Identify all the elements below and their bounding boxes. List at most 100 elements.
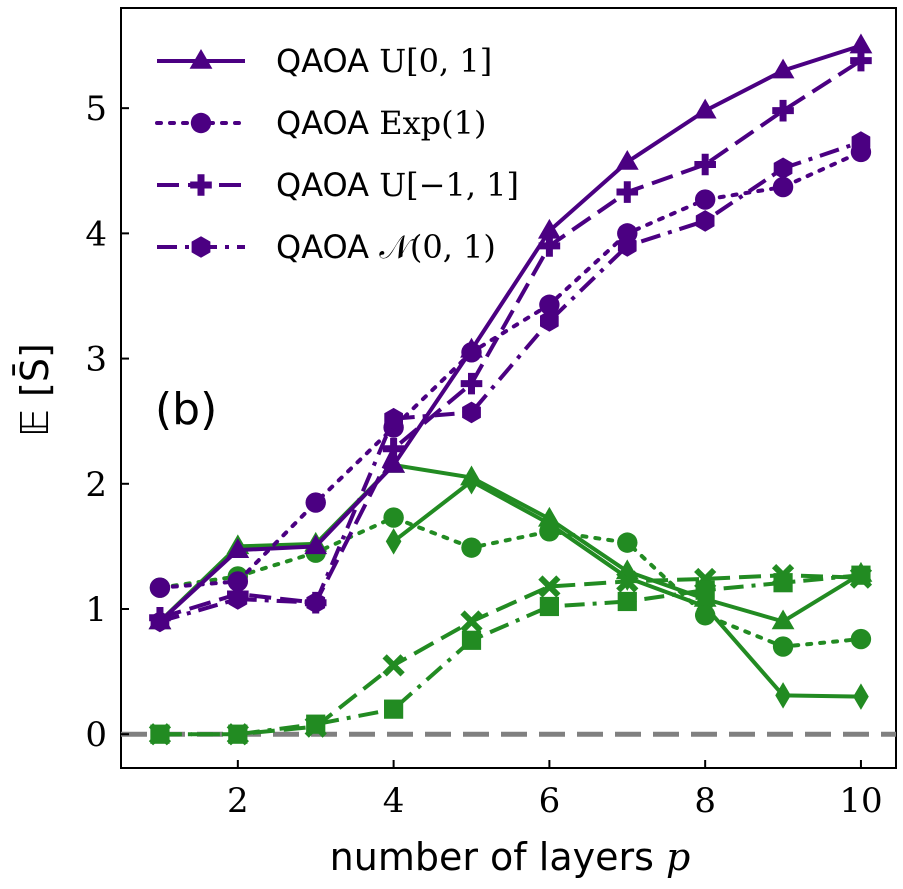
series-6-point-9 (850, 628, 872, 650)
legend-label-prefix-2: QAOA (276, 166, 369, 204)
plot-frame (120, 7, 897, 769)
series-7-point-6 (616, 570, 639, 593)
series-2-point-7 (694, 153, 716, 176)
legend-label-1: QAOA Exp(1) (276, 104, 486, 142)
series-1-point-1 (227, 571, 249, 592)
x-tick-label-10: 10 (839, 781, 882, 821)
series-1-point-0 (149, 577, 171, 598)
series-6-line (157, 515, 863, 649)
series-1-line (157, 150, 863, 590)
legend-marker-2 (190, 174, 212, 196)
series-6-point-6 (617, 532, 638, 553)
x-tick-label-2: 2 (227, 781, 249, 821)
series-2-point-8 (772, 99, 794, 122)
legend-label-math-3: 𝒩(0, 1) (379, 228, 496, 266)
series-0-point-5 (537, 218, 561, 239)
series-6-point-7 (694, 605, 716, 626)
series-3-line (159, 140, 862, 624)
series-2-point-6 (616, 181, 639, 203)
series-2-point-9 (850, 49, 872, 72)
x-tick-label-4: 4 (383, 781, 405, 821)
legend-marker-3 (191, 236, 211, 258)
legend-marker-0 (189, 49, 213, 69)
series-8-point-7 (695, 580, 715, 600)
x-tick-label-6: 6 (539, 781, 561, 821)
series-3-point-1 (228, 588, 248, 610)
series-0-point-7 (693, 98, 717, 119)
series-3-point-7 (695, 210, 715, 232)
legend-label-math-1: Exp(1) (379, 104, 486, 142)
tick-layer: 2 4 6 8 10 0 1 2 3 4 5 (85, 89, 882, 821)
series-3-point-6 (617, 235, 637, 257)
series-2-point-3 (382, 437, 405, 460)
series-8-point-4 (461, 630, 482, 650)
panel-label: (b) (155, 384, 217, 435)
series-3-point-4 (462, 401, 481, 424)
series-0-line (158, 43, 862, 623)
series-6 (149, 507, 872, 657)
x-axis-label-text: number of layers (330, 835, 654, 879)
x-tick-label-8: 8 (694, 781, 716, 821)
series-8-point-3 (384, 699, 404, 719)
legend-label-math-2: U[−1, 1] (379, 166, 519, 204)
series-4-point-8 (771, 609, 795, 630)
series-8-point-0 (150, 724, 170, 744)
series-3-point-5 (540, 310, 559, 332)
series-3-point-8 (773, 157, 793, 180)
series-3-point-9 (851, 131, 871, 153)
x-axis-label-symbol: p (666, 835, 690, 879)
series-1-point-7 (694, 189, 716, 210)
series-8-point-2 (306, 714, 326, 734)
y-tick-label-2: 2 (85, 465, 107, 505)
x-axis-label: number of layers p (330, 835, 691, 879)
series-2-line (159, 58, 862, 620)
series-6-point-5 (539, 521, 560, 542)
legend-label-prefix-3: QAOA (276, 228, 369, 266)
series-6-point-8 (772, 636, 794, 657)
series-0-point-1 (226, 538, 250, 558)
series-8-point-9 (851, 565, 871, 585)
series-7-point-5 (538, 575, 561, 598)
series-3-point-3 (384, 407, 403, 430)
series-5 (385, 468, 869, 710)
series-4-line (158, 462, 862, 624)
series-8-point-8 (773, 573, 793, 593)
series-7-point-3 (382, 654, 405, 677)
legend-marker-1 (190, 112, 212, 134)
series-8-point-6 (617, 591, 637, 612)
series-0-point-6 (615, 150, 639, 170)
series-3 (150, 131, 871, 633)
series-6-point-4 (461, 537, 482, 558)
series-2-point-4 (460, 372, 483, 395)
series-1-point-4 (461, 342, 482, 363)
series-1-point-5 (539, 294, 560, 315)
series-2-point-5 (538, 235, 561, 257)
series-1-point-8 (772, 176, 794, 198)
series-3-point-0 (150, 610, 170, 633)
series-0-point-3 (382, 453, 406, 473)
legend-label-0: QAOA U[0, 1] (276, 42, 492, 80)
y-axis-label: 𝔼 [S̄] (13, 343, 57, 437)
y-tick-label-5: 5 (85, 89, 107, 129)
legend-label-prefix-1: QAOA (276, 104, 369, 142)
series-5-point-6 (853, 683, 869, 710)
series-1-point-2 (305, 492, 326, 513)
series-0-point-9 (849, 33, 873, 54)
y-tick-label-3: 3 (85, 340, 107, 380)
series-7-point-4 (460, 610, 483, 633)
series-7 (148, 564, 873, 746)
y-tick-label-0: 0 (85, 715, 107, 755)
series-0-point-2 (304, 534, 328, 555)
series-5-point-0 (385, 528, 402, 555)
series-3-point-2 (306, 591, 326, 614)
series-5-point-1 (463, 468, 480, 495)
series-2 (149, 49, 872, 629)
series-8 (150, 565, 871, 744)
legend: QAOA U[0, 1]QAOA Exp(1)QAOA U[−1, 1]QAOA… (155, 42, 519, 266)
series-1 (149, 141, 872, 598)
series-5-point-5 (775, 682, 791, 709)
series-6-point-3 (383, 507, 404, 528)
series-7-line (159, 573, 861, 737)
y-tick-label-1: 1 (85, 590, 107, 630)
